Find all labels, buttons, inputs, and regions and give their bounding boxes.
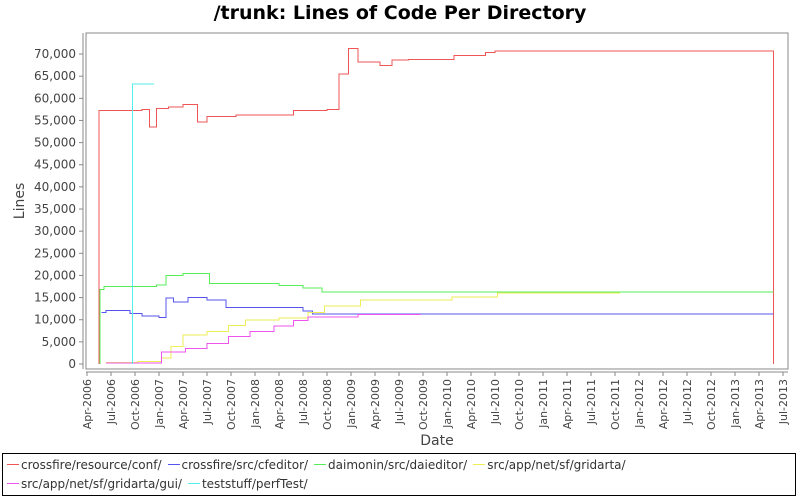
y-tick-label: 45,000 xyxy=(34,158,76,172)
x-tick-label: Jan-2009 xyxy=(345,379,358,429)
legend-item: src/app/net/sf/gridarta/gui/ xyxy=(7,475,182,494)
legend-label: daimonin/src/daieditor/ xyxy=(328,458,468,472)
y-tick-label: 10,000 xyxy=(34,313,76,327)
y-tick-label: 25,000 xyxy=(34,246,76,260)
x-tick-label: Jan-2008 xyxy=(249,379,262,429)
legend-label: src/app/net/sf/gridarta/gui/ xyxy=(21,477,182,491)
legend-swatch-icon xyxy=(7,483,19,484)
x-axis-label: Date xyxy=(420,433,453,449)
legend-label: teststuff/perfTest/ xyxy=(201,477,308,491)
legend-row: crossfire/resource/conf/crossfire/src/cf… xyxy=(7,456,791,475)
y-axis-label: Lines xyxy=(12,183,28,219)
y-tick-label: 50,000 xyxy=(34,136,76,150)
y-tick-label: 20,000 xyxy=(34,268,76,282)
legend-item: crossfire/src/cfeditor/ xyxy=(167,456,309,475)
legend-item: teststuff/perfTest/ xyxy=(187,475,308,494)
x-tick-label: Jul-2009 xyxy=(393,379,406,425)
x-tick-label: Apr-2008 xyxy=(273,379,286,429)
y-tick-label: 0 xyxy=(68,357,76,371)
x-tick-label: Oct-2008 xyxy=(321,379,334,430)
legend-swatch-icon xyxy=(7,464,19,465)
y-tick-label: 35,000 xyxy=(34,202,76,216)
y-tick-label: 40,000 xyxy=(34,180,76,194)
y-tick-label: 55,000 xyxy=(34,113,76,127)
x-tick-label: Jan-2011 xyxy=(537,379,550,429)
series-line xyxy=(106,292,620,364)
series-line xyxy=(101,297,774,318)
plot-area xyxy=(85,32,789,370)
x-tick-label: Oct-2006 xyxy=(129,379,142,430)
x-tick-label: Jan-2012 xyxy=(633,379,646,429)
x-tick-label: Jul-2010 xyxy=(489,379,502,425)
x-tick-label: Apr-2012 xyxy=(657,379,670,429)
x-tick-label: Jul-2011 xyxy=(585,379,598,425)
x-tick-label: Oct-2007 xyxy=(225,379,238,430)
x-tick-label: Apr-2007 xyxy=(177,379,190,429)
legend-row: src/app/net/sf/gridarta/gui/teststuff/pe… xyxy=(7,475,791,494)
legend-swatch-icon xyxy=(314,464,327,465)
legend-item: crossfire/resource/conf/ xyxy=(7,456,162,475)
x-tick-label: Jul-2012 xyxy=(681,379,694,425)
y-tick-label: 65,000 xyxy=(34,69,76,83)
legend-swatch-icon xyxy=(167,464,180,465)
legend: crossfire/resource/conf/crossfire/src/cf… xyxy=(2,453,796,496)
chart-title: /trunk: Lines of Code Per Directory xyxy=(213,2,587,24)
y-tick-label: 15,000 xyxy=(34,291,76,305)
x-tick-label: Jul-2007 xyxy=(201,379,214,425)
series-line xyxy=(99,273,774,364)
series-line xyxy=(132,83,155,364)
y-axis-ticks: 0 5,000 10,000 15,000 20,000 25,000 30,000 35,0… xyxy=(34,47,83,371)
x-tick-label: Apr-2013 xyxy=(753,379,766,429)
x-tick-label: Jan-2010 xyxy=(441,379,454,429)
y-tick-label: 60,000 xyxy=(34,91,76,105)
x-tick-label: Jul-2008 xyxy=(297,379,310,425)
x-axis-ticks: Apr-2006 Jul-2006 Oct-2006 Jan-2007 Apr-2007… xyxy=(81,372,790,430)
chart-plot: 0 5,000 10,000 15,000 20,000 25,000 30,000 35,0… xyxy=(12,32,790,449)
x-tick-label: Oct-2012 xyxy=(705,379,718,430)
x-tick-label: Oct-2009 xyxy=(417,379,430,430)
legend-label: src/app/net/sf/gridarta/ xyxy=(487,458,626,472)
x-tick-label: Jul-2006 xyxy=(105,379,118,425)
x-tick-label: Jan-2007 xyxy=(153,379,166,429)
x-tick-label: Oct-2010 xyxy=(513,379,526,430)
series-line xyxy=(98,48,774,364)
series-lines xyxy=(98,48,774,364)
x-tick-label: Apr-2006 xyxy=(81,379,94,429)
legend-swatch-icon xyxy=(187,483,200,484)
x-tick-label: Jul-2013 xyxy=(777,379,790,425)
y-tick-label: 5,000 xyxy=(42,335,76,349)
legend-item: src/app/net/sf/gridarta/ xyxy=(473,456,626,475)
x-tick-label: Oct-2011 xyxy=(609,379,622,430)
legend-label: crossfire/resource/conf/ xyxy=(21,458,162,472)
legend-item: daimonin/src/daieditor/ xyxy=(314,456,467,475)
x-tick-label: Apr-2009 xyxy=(369,379,382,429)
x-tick-label: Jan-2013 xyxy=(729,379,742,429)
y-tick-label: 70,000 xyxy=(34,47,76,61)
x-tick-label: Apr-2010 xyxy=(465,379,478,429)
legend-swatch-icon xyxy=(473,464,486,465)
y-tick-label: 30,000 xyxy=(34,224,76,238)
x-tick-label: Apr-2011 xyxy=(561,379,574,429)
series-line xyxy=(106,313,421,364)
legend-label: crossfire/src/cfeditor/ xyxy=(181,458,309,472)
